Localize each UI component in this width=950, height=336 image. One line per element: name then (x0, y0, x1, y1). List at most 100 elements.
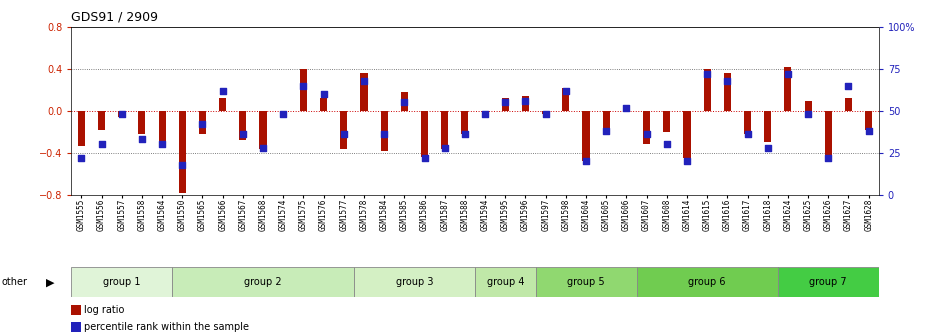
Text: group 1: group 1 (103, 277, 141, 287)
Point (236, 132, 251, 137)
Bar (636, 267, 778, 297)
Bar (623, 108, 630, 111)
Point (801, 112, 816, 117)
Text: group 6: group 6 (689, 277, 726, 287)
Bar (441, 111, 448, 149)
Bar (98, 111, 105, 130)
Bar (582, 111, 590, 161)
Point (579, 159, 594, 164)
Point (276, 112, 291, 117)
Text: percentile rank within the sample: percentile rank within the sample (85, 322, 249, 332)
Bar (71, 305, 81, 315)
Point (639, 132, 655, 137)
Point (437, 145, 452, 151)
Text: group 3: group 3 (396, 277, 433, 287)
Bar (259, 111, 267, 149)
Point (397, 100, 412, 105)
Point (518, 98, 533, 103)
Point (679, 159, 694, 164)
Bar (78, 111, 85, 145)
Bar (199, 111, 206, 134)
Point (256, 145, 271, 151)
Bar (663, 111, 671, 132)
Point (316, 91, 332, 97)
Point (861, 128, 876, 134)
Point (94, 142, 109, 147)
Text: group 2: group 2 (244, 277, 282, 287)
Bar (845, 98, 852, 111)
Point (699, 71, 714, 77)
Point (356, 78, 371, 83)
Bar (502, 98, 509, 111)
Bar (320, 98, 327, 111)
Bar (71, 267, 172, 297)
Bar (744, 111, 751, 134)
Point (195, 122, 210, 127)
Point (498, 100, 513, 105)
Bar (279, 111, 287, 115)
Bar (865, 111, 872, 130)
Bar (179, 111, 186, 193)
Bar (353, 267, 475, 297)
Point (760, 145, 775, 151)
Point (155, 142, 170, 147)
Text: ▶: ▶ (46, 277, 54, 287)
Bar (421, 111, 428, 157)
Point (175, 162, 190, 167)
Point (659, 142, 674, 147)
Point (376, 132, 391, 137)
Point (720, 78, 735, 83)
Text: group 5: group 5 (567, 277, 605, 287)
Bar (602, 111, 610, 134)
Bar (522, 96, 529, 111)
Point (618, 105, 634, 110)
Text: GDS91 / 2909: GDS91 / 2909 (71, 10, 159, 23)
Bar (778, 267, 879, 297)
Point (336, 132, 351, 137)
Point (215, 88, 230, 93)
Bar (704, 69, 711, 111)
Bar (401, 92, 408, 111)
Text: group 4: group 4 (486, 277, 524, 287)
Bar (724, 73, 731, 111)
Bar (340, 111, 348, 149)
Bar (172, 267, 353, 297)
Point (841, 83, 856, 88)
Text: log ratio: log ratio (85, 305, 124, 315)
Bar (764, 111, 771, 142)
Point (295, 83, 311, 88)
Point (740, 132, 755, 137)
Bar (825, 111, 832, 157)
Bar (219, 98, 226, 111)
Point (114, 112, 129, 117)
Point (598, 128, 614, 134)
Bar (118, 111, 125, 117)
Bar (360, 73, 368, 111)
Text: other: other (2, 277, 28, 287)
Point (538, 112, 553, 117)
Point (134, 137, 149, 142)
Point (780, 71, 795, 77)
Bar (381, 111, 388, 151)
Bar (139, 111, 145, 134)
Bar (643, 111, 650, 144)
Bar (462, 111, 468, 134)
Bar (482, 111, 488, 116)
Bar (785, 67, 791, 111)
Bar (542, 111, 549, 114)
Bar (71, 322, 81, 332)
Bar (239, 111, 246, 140)
Point (457, 132, 472, 137)
Bar (475, 267, 536, 297)
Point (821, 155, 836, 161)
Point (559, 88, 574, 93)
Bar (159, 111, 165, 142)
Bar (683, 111, 691, 158)
Bar (562, 88, 569, 111)
Bar (300, 69, 307, 111)
Point (74, 155, 89, 161)
Text: group 7: group 7 (809, 277, 847, 287)
Point (417, 155, 432, 161)
Point (478, 112, 493, 117)
Bar (536, 267, 636, 297)
